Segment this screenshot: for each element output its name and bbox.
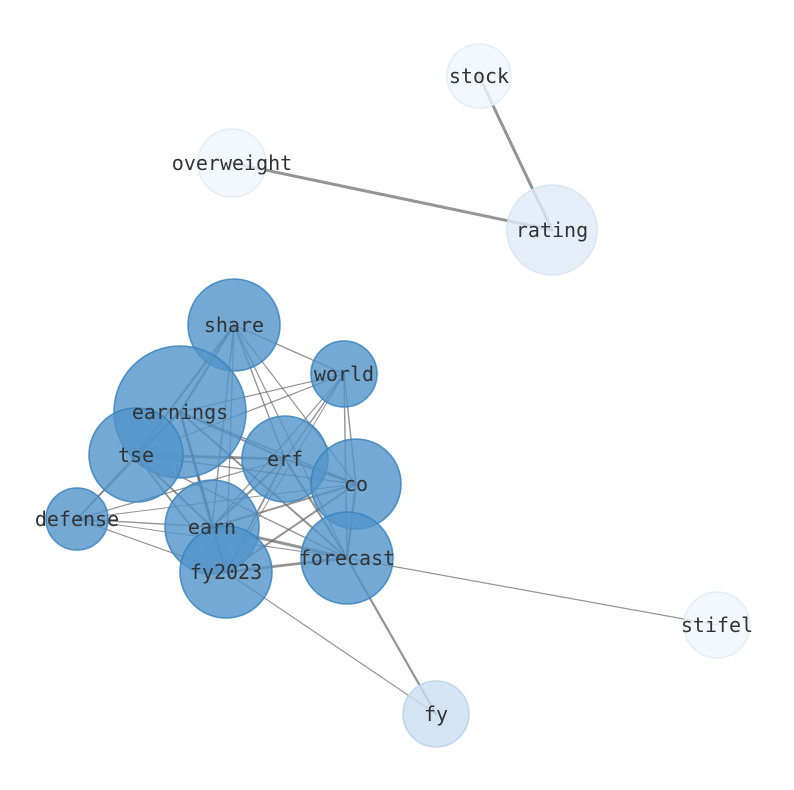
node-label-stock: stock <box>449 64 509 88</box>
node-rating <box>506 184 598 276</box>
labels-layer: stock overweight rating share world earnings t… <box>35 64 753 726</box>
node-label-tse: tse <box>118 443 154 467</box>
node-label-earn: earn <box>188 515 236 539</box>
edge-forecast-stifel <box>346 557 718 626</box>
node-fy <box>402 680 470 748</box>
node-stock <box>446 43 512 109</box>
node-label-share: share <box>204 313 264 337</box>
node-defense <box>45 487 109 551</box>
node-label-world: world <box>314 362 374 386</box>
node-label-forecast: forecast <box>299 546 395 570</box>
node-label-fy: fy <box>424 702 448 726</box>
node-label-co: co <box>344 472 368 496</box>
node-stifel <box>683 591 751 659</box>
node-label-overweight: overweight <box>172 151 292 175</box>
node-overweight <box>197 128 267 198</box>
node-share <box>187 278 281 372</box>
nodes-layer <box>45 43 751 748</box>
node-label-erf: erf <box>267 447 303 471</box>
node-label-defense: defense <box>35 507 119 531</box>
edge-overweight-rating <box>230 161 554 232</box>
node-world <box>310 340 378 408</box>
node-label-earnings: earnings <box>132 400 228 424</box>
node-fy2023 <box>179 525 273 619</box>
node-forecast <box>300 511 394 605</box>
node-label-fy2023: fy2023 <box>190 560 262 584</box>
node-label-rating: rating <box>516 218 588 242</box>
node-tse <box>88 407 184 503</box>
node-label-stifel: stifel <box>681 613 753 637</box>
